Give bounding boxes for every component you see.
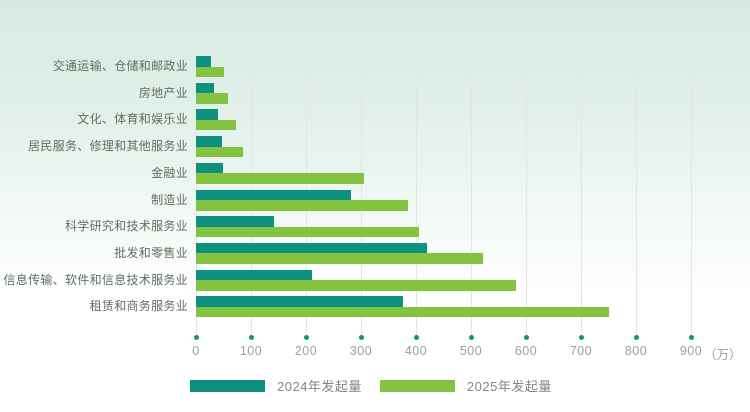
bar-2024年 bbox=[196, 162, 223, 174]
bar-2024年 bbox=[196, 242, 427, 254]
x-tick-label: 700 bbox=[569, 344, 593, 358]
tick-dot bbox=[414, 335, 419, 340]
tick-dot bbox=[194, 335, 199, 340]
tick-dot bbox=[579, 335, 584, 340]
x-tick-label: 0 bbox=[192, 344, 200, 358]
bar-2024年 bbox=[196, 109, 218, 120]
bar-2025年 bbox=[196, 146, 243, 158]
bar-row bbox=[196, 109, 237, 131]
bar-2025年 bbox=[196, 280, 516, 291]
category-label: 居民服务、修理和其他服务业 bbox=[28, 139, 188, 154]
gridline bbox=[526, 52, 527, 335]
bar-row bbox=[196, 136, 243, 158]
legend-label-2024: 2024年发起量 bbox=[277, 379, 362, 394]
plot-area: 0 100 200 300 400 500 600 700 800 900 （万） bbox=[192, 52, 742, 362]
bar-2024年 bbox=[196, 269, 313, 281]
tick-dot bbox=[359, 335, 364, 340]
x-tick-label: 100 bbox=[239, 344, 263, 358]
category-label: 交通运输、仓储和邮政业 bbox=[52, 59, 188, 73]
tick-dot bbox=[689, 335, 694, 340]
legend-label-2025: 2025年发起量 bbox=[466, 379, 552, 394]
bar-row bbox=[196, 269, 516, 291]
category-label: 租赁和商务服务业 bbox=[89, 299, 188, 314]
gridline bbox=[471, 52, 472, 335]
bar-row bbox=[196, 216, 419, 238]
gridline bbox=[361, 52, 362, 335]
x-tick-label: 200 bbox=[294, 344, 318, 358]
bar-2024年 bbox=[196, 136, 223, 147]
legend-item-2025: 2025年发起量 bbox=[379, 376, 560, 395]
bar-2025年 bbox=[196, 226, 419, 238]
category-label: 批发和零售业 bbox=[114, 245, 188, 260]
gridline bbox=[416, 52, 417, 335]
x-tick-label: 400 bbox=[404, 344, 428, 358]
gridline bbox=[691, 52, 692, 335]
category-label: 房地产业 bbox=[138, 85, 188, 100]
x-tick-label: 900 bbox=[679, 344, 703, 358]
category-label: 制造业 bbox=[151, 192, 188, 207]
bar-2025年 bbox=[196, 200, 408, 211]
gridline bbox=[636, 52, 637, 335]
bar-row bbox=[196, 296, 610, 318]
tick-dot bbox=[304, 335, 309, 340]
category-label: 文化、体育和娱乐业 bbox=[77, 112, 188, 127]
bar-row bbox=[196, 56, 225, 77]
bar-row bbox=[196, 162, 365, 184]
bar-2025年 bbox=[196, 93, 229, 104]
bar-2025年 bbox=[196, 306, 610, 318]
x-tick-label: 300 bbox=[349, 344, 373, 358]
bar-row bbox=[196, 189, 408, 211]
bar-2025年 bbox=[196, 173, 365, 184]
bar-2024年 bbox=[196, 82, 214, 94]
bar-2024年 bbox=[196, 216, 275, 227]
legend-swatch-2024 bbox=[190, 379, 265, 392]
bar-2024年 bbox=[196, 189, 352, 200]
tick-dot bbox=[469, 335, 474, 340]
bar-2024年 bbox=[196, 56, 212, 67]
legend-item-2024: 2024年发起量 bbox=[190, 376, 370, 395]
bar-row bbox=[196, 82, 229, 104]
bar-2025年 bbox=[196, 253, 483, 264]
x-tick-label: 800 bbox=[624, 344, 648, 358]
category-label: 金融业 bbox=[151, 165, 188, 180]
bar-2025年 bbox=[196, 66, 225, 77]
gridline bbox=[581, 52, 582, 335]
bar-row bbox=[196, 242, 483, 264]
category-label: 科学研究和技术服务业 bbox=[64, 219, 188, 234]
tick-dot bbox=[249, 335, 254, 340]
tick-dot bbox=[634, 335, 639, 340]
tick-dot bbox=[524, 335, 529, 340]
x-axis-unit-label: （万） bbox=[704, 348, 742, 362]
category-label: 信息传输、软件和信息技术服务业 bbox=[3, 272, 188, 287]
legend-swatch-2025 bbox=[379, 379, 455, 392]
bar-2025年 bbox=[196, 119, 237, 131]
x-tick-label: 500 bbox=[459, 344, 483, 358]
x-tick-label: 600 bbox=[514, 344, 538, 358]
bar-2024年 bbox=[196, 296, 403, 307]
legend: 2024年发起量 2025年发起量 bbox=[190, 376, 560, 395]
